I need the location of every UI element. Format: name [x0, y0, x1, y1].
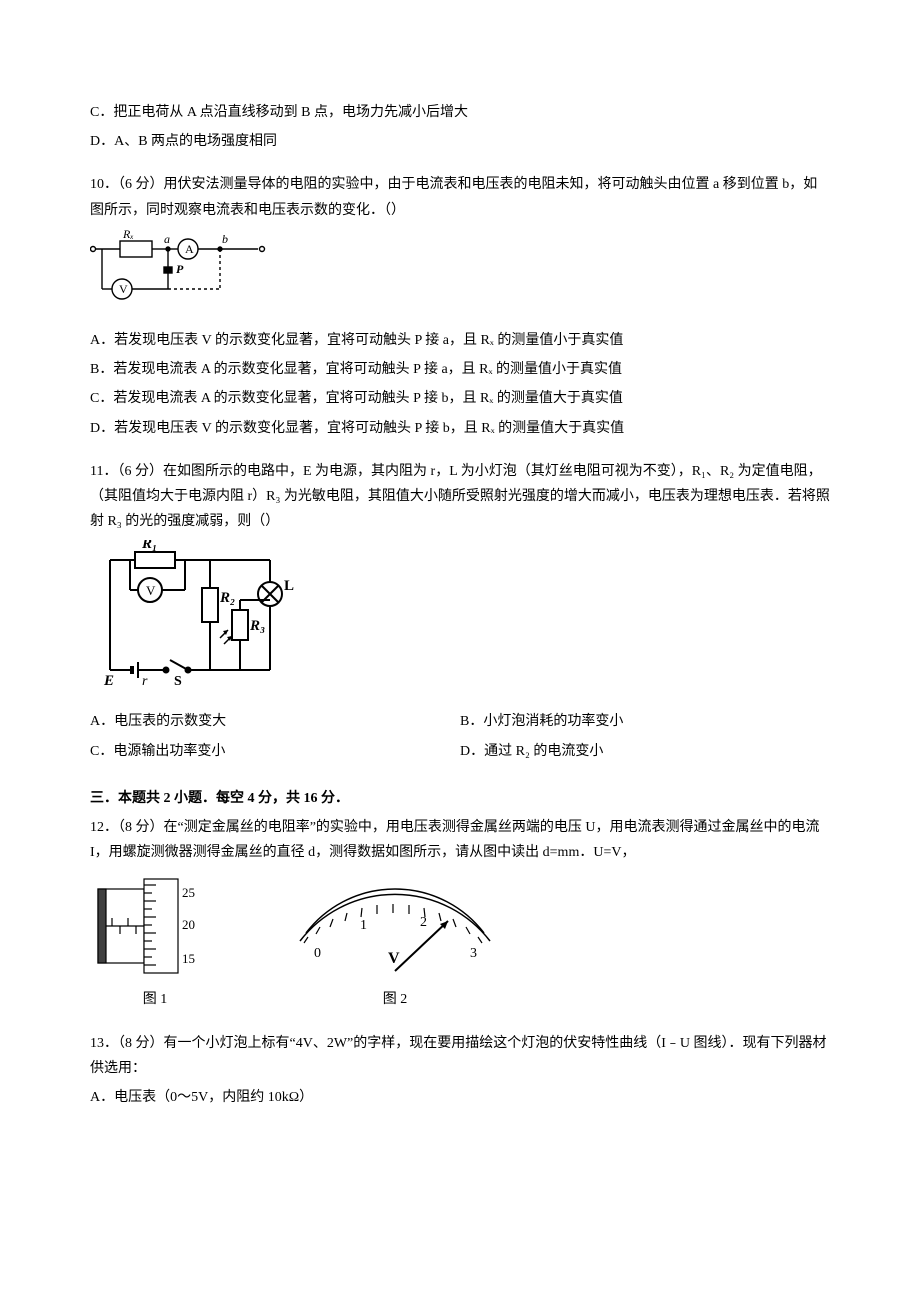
question-12-figures: 25 20 15 图 1	[90, 871, 830, 1012]
label-r3: R₃	[249, 618, 265, 634]
option-a: A．电压表的示数变大	[90, 709, 460, 734]
section-3-title: 三．本题共 2 小题．每空 4 分，共 16 分．	[90, 786, 830, 811]
option-d: D．若发现电压表 V 的示数变化显著，宜将可动触头 P 接 b，且 Rₓ 的测量…	[90, 416, 830, 441]
scale-1: 1	[360, 918, 367, 933]
label-p: P	[176, 262, 184, 276]
label-e: E	[103, 673, 114, 689]
scale-3: 3	[470, 946, 477, 961]
label-r2: R₂	[219, 590, 235, 606]
scale-2: 2	[420, 915, 427, 930]
option-c: C．电源输出功率变小	[90, 739, 460, 764]
option-c: C．把正电荷从 A 点沿直线移动到 B 点，电场力先减小后增大	[90, 100, 830, 125]
label-lr: r	[142, 674, 148, 689]
fig2-label: 图 2	[383, 987, 408, 1012]
tick-15: 15	[182, 951, 195, 966]
question-10: 10．（6 分）用伏安法测量导体的电阻的实验中，由于电流表和电压表的电阻未知，将…	[90, 172, 830, 440]
label-s: S	[174, 674, 182, 689]
question-10-stem: 10．（6 分）用伏安法测量导体的电阻的实验中，由于电流表和电压表的电阻未知，将…	[90, 172, 830, 222]
question-13: 13．（8 分）有一个小灯泡上标有“4V、2W”的字样，现在要用描绘这个灯泡的伏…	[90, 1031, 830, 1111]
question-10-circuit: Rₓ A V a b P	[90, 229, 830, 318]
scale-0: 0	[314, 946, 321, 961]
option-a: A．若发现电压表 V 的示数变化显著，宜将可动触头 P 接 a，且 Rₓ 的测量…	[90, 328, 830, 353]
option-d: D．通过 R₂ 的电流变小	[460, 739, 830, 764]
question-13-item-a: A．电压表（0～5V，内阻约 10kΩ）	[90, 1085, 830, 1110]
label-l: L	[284, 578, 294, 594]
tick-20: 20	[182, 917, 195, 932]
tick-25: 25	[182, 885, 195, 900]
label-b: b	[222, 232, 228, 246]
question-12-stem: 12．（8 分）在“测定金属丝的电阻率”的实验中，用电压表测得金属丝两端的电压 …	[90, 815, 830, 865]
question-13-stem: 13．（8 分）有一个小灯泡上标有“4V、2W”的字样，现在要用描绘这个灯泡的伏…	[90, 1031, 830, 1081]
question-9-partial: C．把正电荷从 A 点沿直线移动到 B 点，电场力先减小后增大 D．A、B 两点…	[90, 100, 830, 154]
voltmeter-figure: 0 1 2 3 V	[280, 871, 510, 981]
question-11: 11．（6 分）在如图所示的电路中，E 为电源，其内阻为 r，L 为小灯泡（其灯…	[90, 459, 830, 768]
label-r1: R₁	[141, 540, 157, 552]
label-v: V	[146, 583, 156, 598]
question-11-options: A．电压表的示数变大 B．小灯泡消耗的功率变小 C．电源输出功率变小 D．通过 …	[90, 709, 830, 767]
option-b: B．小灯泡消耗的功率变小	[460, 709, 830, 734]
label-ammeter: A	[185, 242, 194, 256]
label-a: a	[164, 232, 170, 246]
label-voltmeter: V	[119, 282, 128, 296]
option-c: C．若发现电流表 A 的示数变化显著，宜将可动触头 P 接 b，且 Rₓ 的测量…	[90, 386, 830, 411]
option-d: D．A、B 两点的电场强度相同	[90, 129, 830, 154]
section-3: 三．本题共 2 小题．每空 4 分，共 16 分． 12．（8 分）在“测定金属…	[90, 786, 830, 1013]
option-b: B．若发现电流表 A 的示数变化显著，宜将可动触头 P 接 a，且 Rₓ 的测量…	[90, 357, 830, 382]
label-rx: Rₓ	[122, 229, 134, 241]
micrometer-figure: 25 20 15	[90, 871, 220, 981]
question-11-stem: 11．（6 分）在如图所示的电路中，E 为电源，其内阻为 r，L 为小灯泡（其灯…	[90, 459, 830, 535]
fig1-label: 图 1	[143, 987, 168, 1012]
unit-v: V	[388, 950, 400, 967]
question-11-circuit: R₁ V R₂ R₃ L E r S	[90, 540, 830, 699]
